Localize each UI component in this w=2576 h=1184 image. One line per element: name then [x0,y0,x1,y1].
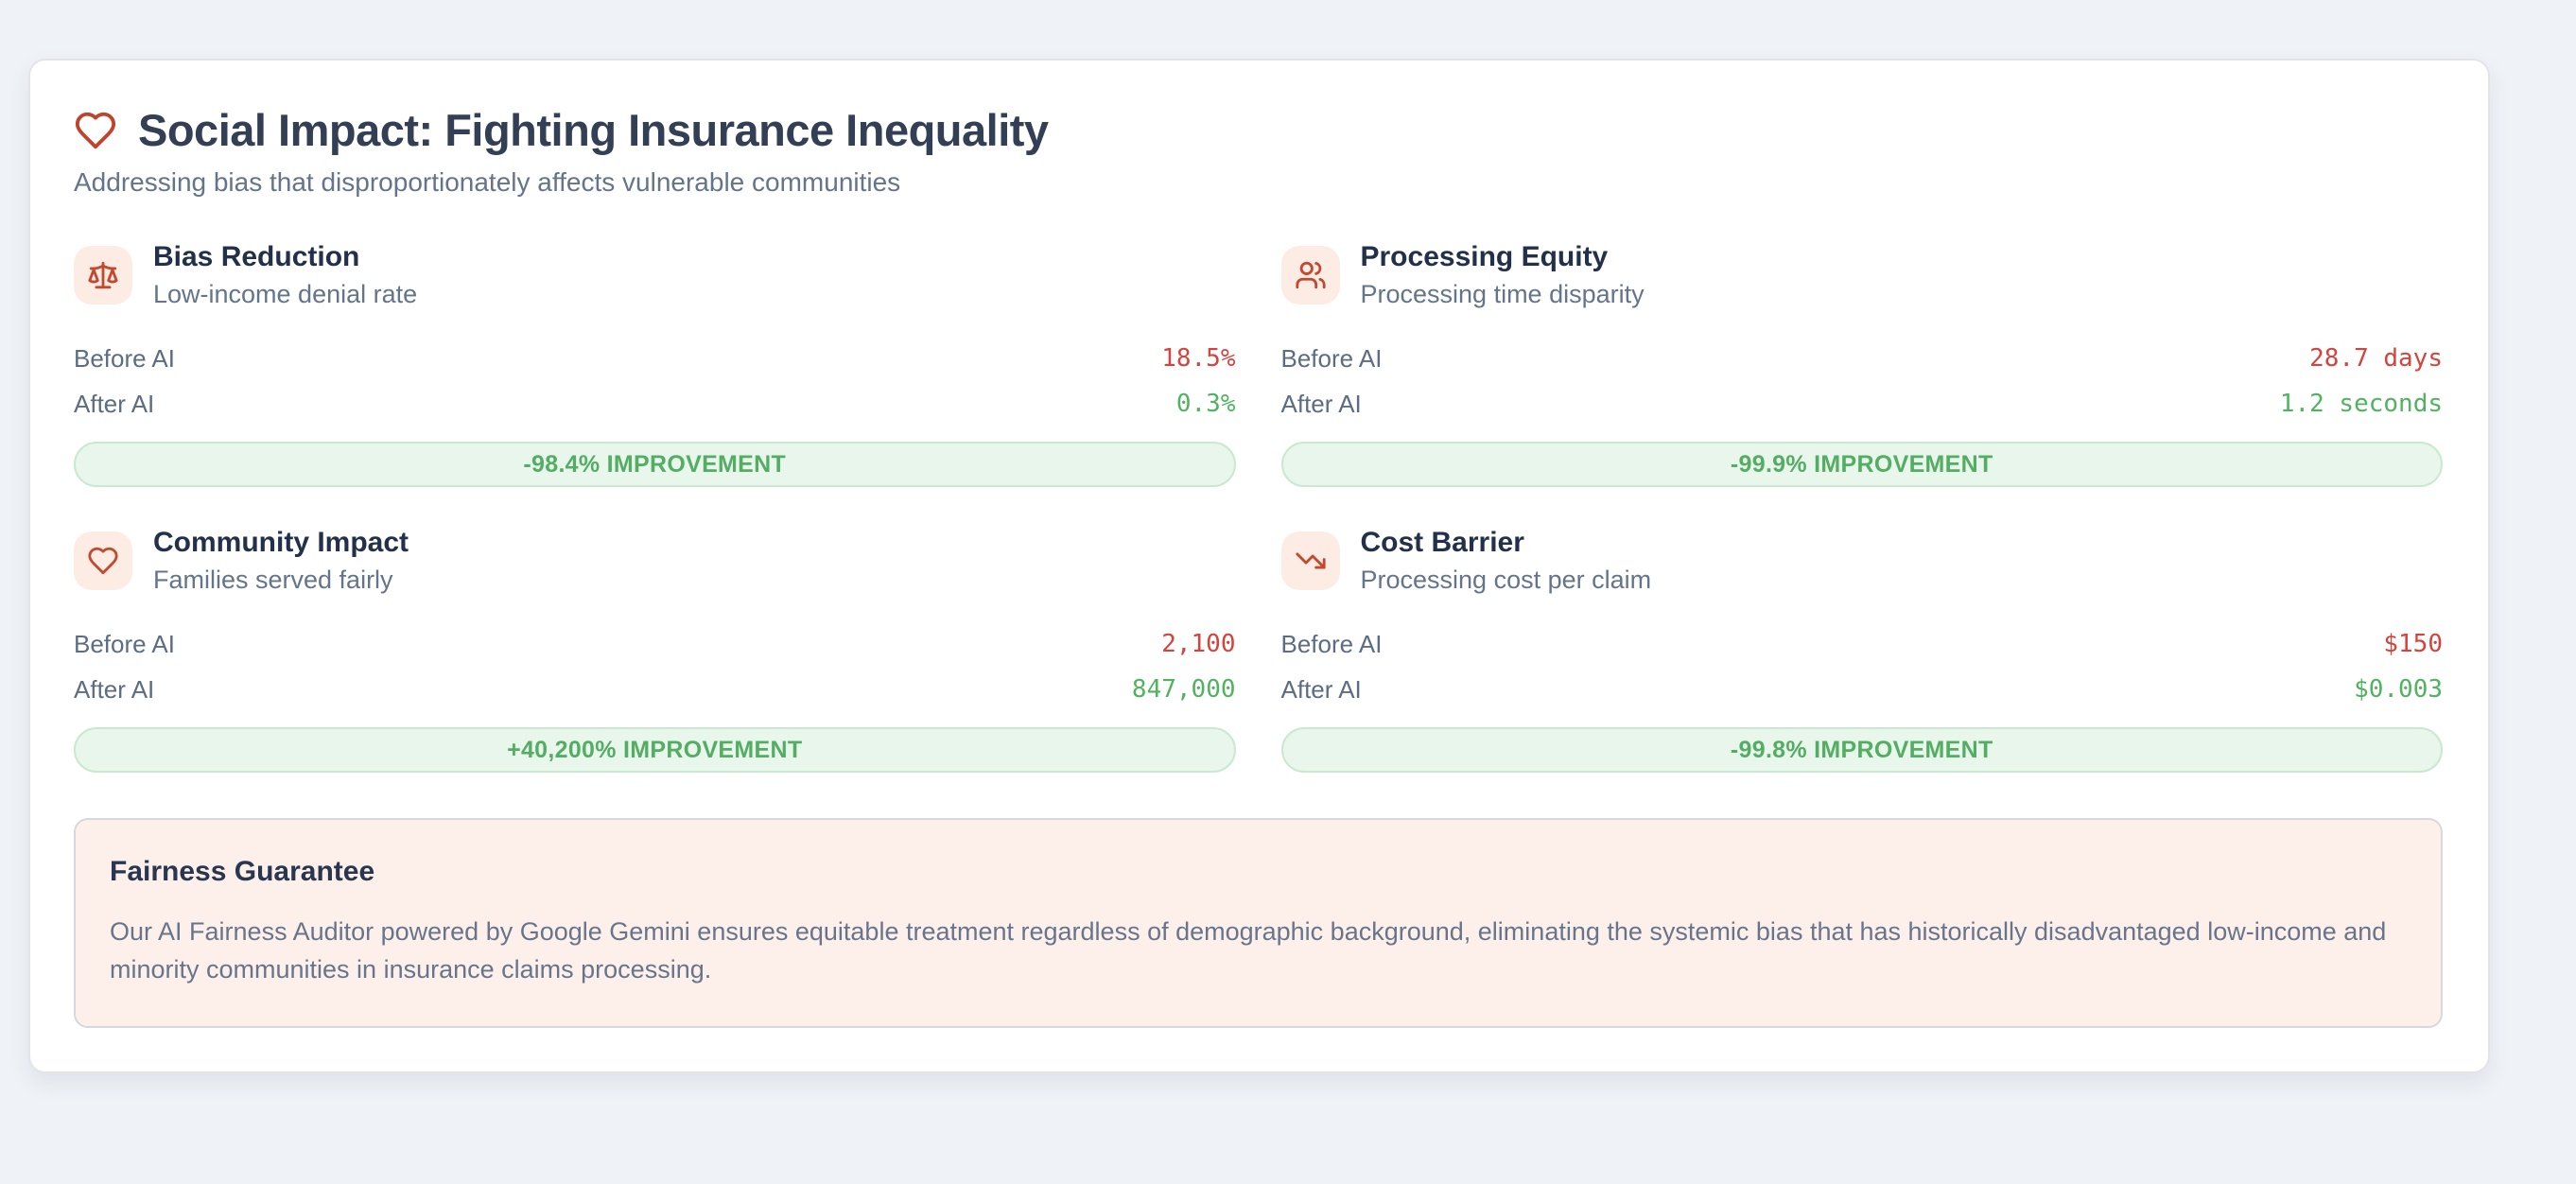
after-ai-value: 1.2 seconds [2279,390,2443,418]
panel-header: Social Impact: Fighting Insurance Inequa… [74,104,2443,156]
users-icon [1280,246,1340,305]
metric-subtitle: Families served fairly [153,566,393,594]
before-ai-value: 28.7 days [2309,344,2443,373]
before-ai-label: Before AI [74,629,175,658]
after-ai-value: $0.003 [2354,675,2443,704]
metric-cost-barrier: Cost Barrier Processing cost per claim B… [1280,527,2444,773]
before-ai-value: 18.5% [1161,344,1236,373]
scale-icon [74,246,132,305]
metric-community-impact: Community Impact Families served fairly … [74,527,1236,773]
improvement-badge: -98.4% IMPROVEMENT [74,442,1236,487]
metric-subtitle: Low-income denial rate [153,280,418,308]
after-ai-value: 847,000 [1131,675,1236,704]
before-ai-row: Before AI 18.5% [74,336,1236,381]
fairness-guarantee-body: Our AI Fairness Auditor powered by Googl… [110,917,2387,984]
metrics-grid: Bias Reduction Low-income denial rate Be… [74,241,2443,773]
after-ai-row: After AI $0.003 [1281,667,2444,712]
before-ai-value: 2,100 [1161,630,1236,658]
metric-bias-reduction: Bias Reduction Low-income denial rate Be… [74,241,1236,487]
before-ai-value: $150 [2383,630,2443,658]
after-ai-row: After AI 0.3% [74,381,1236,427]
after-ai-label: After AI [1280,389,1362,418]
after-ai-label: After AI [74,674,155,704]
after-ai-value: 0.3% [1175,390,1236,418]
after-ai-row: After AI 1.2 seconds [1281,381,2444,427]
metric-subtitle: Processing cost per claim [1360,566,1652,594]
improvement-badge: +40,200% IMPROVEMENT [74,727,1236,773]
trending-down-icon [1280,531,1340,590]
before-ai-row: Before AI 2,100 [74,621,1236,667]
page-title: Social Impact: Fighting Insurance Inequa… [138,105,1049,155]
fairness-guarantee-title: Fairness Guarantee [110,856,375,887]
page-subtitle: Addressing bias that disproportionately … [74,167,901,197]
metric-title: Cost Barrier [1360,527,1524,558]
metric-title: Bias Reduction [153,241,360,272]
after-ai-row: After AI 847,000 [74,667,1236,712]
after-ai-label: After AI [1280,674,1362,704]
before-ai-label: Before AI [74,343,175,373]
improvement-badge: -99.8% IMPROVEMENT [1280,727,2443,773]
metric-processing-equity: Processing Equity Processing time dispar… [1280,241,2444,487]
improvement-badge: -99.9% IMPROVEMENT [1280,442,2443,487]
social-impact-panel: Social Impact: Fighting Insurance Inequa… [28,59,2490,1073]
before-ai-row: Before AI 28.7 days [1281,336,2444,381]
heart-icon [74,531,132,590]
fairness-guarantee-panel: Fairness Guarantee Our AI Fairness Audit… [74,818,2443,1028]
heart-icon [75,112,116,148]
metric-title: Processing Equity [1360,241,1609,272]
metric-subtitle: Processing time disparity [1360,280,1645,308]
before-ai-label: Before AI [1280,629,1383,658]
after-ai-label: After AI [74,389,155,418]
metric-title: Community Impact [153,527,409,558]
before-ai-row: Before AI $150 [1281,621,2444,667]
before-ai-label: Before AI [1280,343,1383,373]
